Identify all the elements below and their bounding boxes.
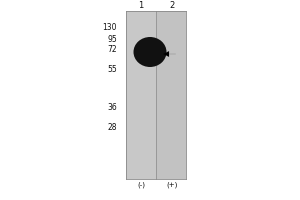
Text: (+): (+) (167, 182, 178, 188)
Bar (126, 11, 156, 179)
Text: 1: 1 (138, 0, 144, 9)
Text: 95: 95 (107, 34, 117, 44)
Text: 2: 2 (170, 0, 175, 9)
Bar (156, 11, 186, 179)
Text: 36: 36 (107, 102, 117, 112)
Text: 55: 55 (107, 64, 117, 73)
Text: (-): (-) (137, 182, 145, 188)
Text: 130: 130 (103, 22, 117, 31)
Text: 28: 28 (107, 122, 117, 132)
Text: 72: 72 (107, 45, 117, 53)
Ellipse shape (134, 37, 166, 67)
